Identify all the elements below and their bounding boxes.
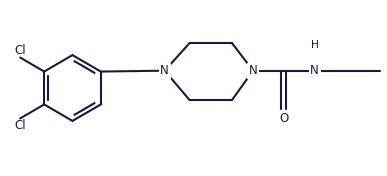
Text: N: N: [249, 64, 257, 77]
Text: N: N: [160, 64, 169, 77]
Text: H: H: [311, 40, 319, 50]
Text: Cl: Cl: [14, 44, 26, 57]
Text: N: N: [310, 64, 319, 77]
Text: O: O: [279, 112, 288, 125]
Text: Cl: Cl: [14, 119, 26, 132]
